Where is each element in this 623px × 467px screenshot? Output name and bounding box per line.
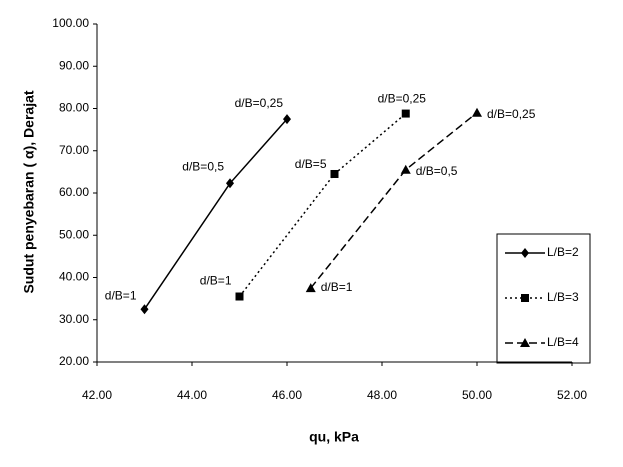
y-tick-label: 80.00 <box>59 101 89 115</box>
marker <box>521 294 529 302</box>
y-tick-label: 70.00 <box>59 143 89 157</box>
series-line <box>238 112 407 297</box>
point-label: d/B=0,5 <box>416 164 458 178</box>
point-label: d/B=0,25 <box>378 92 427 106</box>
y-axis-title: Sudut penyebaran ( α), Derajat <box>21 90 37 293</box>
y-tick-label: 40.00 <box>59 270 89 284</box>
y-tick-label: 20.00 <box>59 354 89 368</box>
x-tick-label: 46.00 <box>272 388 302 402</box>
x-tick-label: 42.00 <box>82 388 112 402</box>
x-tick-label: 50.00 <box>462 388 492 402</box>
x-tick-label: 44.00 <box>177 388 207 402</box>
legend-label: L/B=2 <box>547 245 579 259</box>
marker <box>401 109 410 118</box>
legend-label: L/B=4 <box>547 335 579 349</box>
y-tick-label: 60.00 <box>59 185 89 199</box>
marker <box>520 338 530 347</box>
x-axis-title: qu, kPa <box>309 429 359 445</box>
point-label: d/B=0,5 <box>182 159 224 173</box>
y-tick-label: 100.00 <box>52 16 89 30</box>
point-label: d/B=1 <box>321 280 353 294</box>
point-label: d/B=0,25 <box>487 107 536 121</box>
legend-box <box>496 233 591 364</box>
marker <box>521 248 529 258</box>
legend-label: L/B=3 <box>547 290 579 304</box>
marker <box>305 283 316 293</box>
point-label: d/B=5 <box>295 157 327 171</box>
marker <box>400 164 411 174</box>
marker <box>472 107 482 117</box>
marker <box>235 292 244 301</box>
x-tick-label: 48.00 <box>367 388 397 402</box>
y-tick-label: 50.00 <box>59 227 89 241</box>
marker <box>226 178 234 189</box>
y-tick-label: 30.00 <box>59 312 89 326</box>
y-tick-label: 90.00 <box>59 58 89 72</box>
x-tick-label: 52.00 <box>557 388 587 402</box>
marker <box>283 114 291 125</box>
point-label: d/B=0,25 <box>235 96 284 110</box>
point-label: d/B=1 <box>200 274 232 288</box>
marker <box>140 304 149 315</box>
series-line <box>310 112 478 289</box>
point-label: d/B=1 <box>105 288 137 302</box>
marker <box>330 169 339 178</box>
